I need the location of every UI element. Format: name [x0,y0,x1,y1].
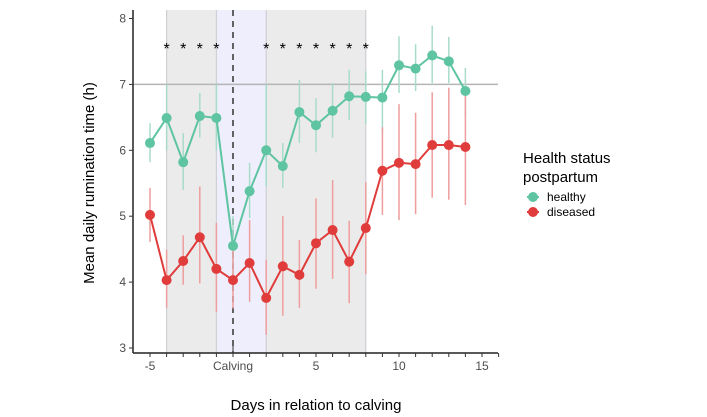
point-diseased [344,256,355,267]
x-tick-label: -5 [145,359,156,373]
x-tick-label: 15 [475,359,489,373]
point-healthy [228,240,238,251]
point-diseased [311,238,321,249]
point-diseased [161,275,172,286]
x-tick-label: 10 [392,359,406,373]
point-diseased [460,142,471,153]
significance-asterisk: * [329,41,335,58]
point-healthy [360,91,371,102]
point-diseased [228,275,238,286]
legend-title-line1: Health status [523,150,611,167]
point-healthy [178,157,189,168]
legend: Health status postpartum healthy disease… [523,150,611,219]
point-healthy [460,85,471,96]
significance-asterisk: * [363,41,369,58]
y-tick-label: 7 [119,77,126,91]
legend-title-line2: postpartum [523,169,598,186]
significance-asterisk: * [180,41,186,58]
point-healthy [377,92,388,103]
x-tick-label: Calving [213,359,253,373]
legend-label-diseased: diseased [547,205,595,219]
point-healthy [261,145,272,156]
point-healthy [161,113,172,124]
data-points [145,50,471,303]
point-diseased [261,292,272,303]
legend-key-dot-diseased [528,207,538,217]
point-diseased [427,140,438,151]
significance-asterisk: * [263,41,269,58]
point-diseased [194,232,205,243]
point-diseased [145,209,155,220]
y-tick-label: 6 [119,143,126,157]
point-diseased [443,140,454,151]
significance-asterisk: * [280,41,286,58]
reference-lines [133,10,498,353]
point-healthy [294,107,305,118]
point-diseased [178,256,189,267]
point-healthy [244,186,255,197]
point-diseased [277,261,288,272]
legend-key-dot-healthy [528,192,538,202]
significance-asterisk: * [197,41,203,58]
point-healthy [311,120,321,131]
point-diseased [377,165,388,176]
legend-label-healthy: healthy [547,190,586,204]
point-healthy [327,105,338,116]
significance-asterisk: * [346,41,352,58]
point-diseased [394,157,404,168]
point-diseased [211,263,222,274]
y-tick-label: 4 [119,275,126,289]
y-tick-label: 5 [119,209,126,223]
x-tick-label: 5 [313,359,320,373]
tick-labels: 3 4 5 6 7 8 -5 Calving 5 10 15 [119,12,489,374]
point-healthy [410,63,421,74]
y-tick-label: 3 [119,341,126,355]
point-healthy [277,161,288,172]
significance-asterisk: * [213,41,219,58]
y-axis-title: Mean daily rumination time (h) [81,82,98,284]
significance-markers: * * * * * * * * * * * [163,41,368,58]
point-diseased [410,159,421,170]
x-axis-title: Days in relation to calving [231,397,402,414]
point-healthy [145,138,155,149]
point-diseased [327,225,338,236]
axes [129,10,500,357]
significance-asterisk: * [296,41,302,58]
significance-asterisk: * [163,41,169,58]
point-healthy [194,111,205,122]
point-healthy [211,113,222,124]
point-healthy [394,60,404,71]
significance-asterisk: * [313,41,319,58]
point-diseased [294,269,305,280]
y-tick-label: 8 [119,12,126,26]
point-healthy [443,56,454,67]
point-healthy [344,91,355,102]
point-healthy [427,50,438,61]
point-diseased [244,257,255,268]
point-diseased [360,223,371,234]
